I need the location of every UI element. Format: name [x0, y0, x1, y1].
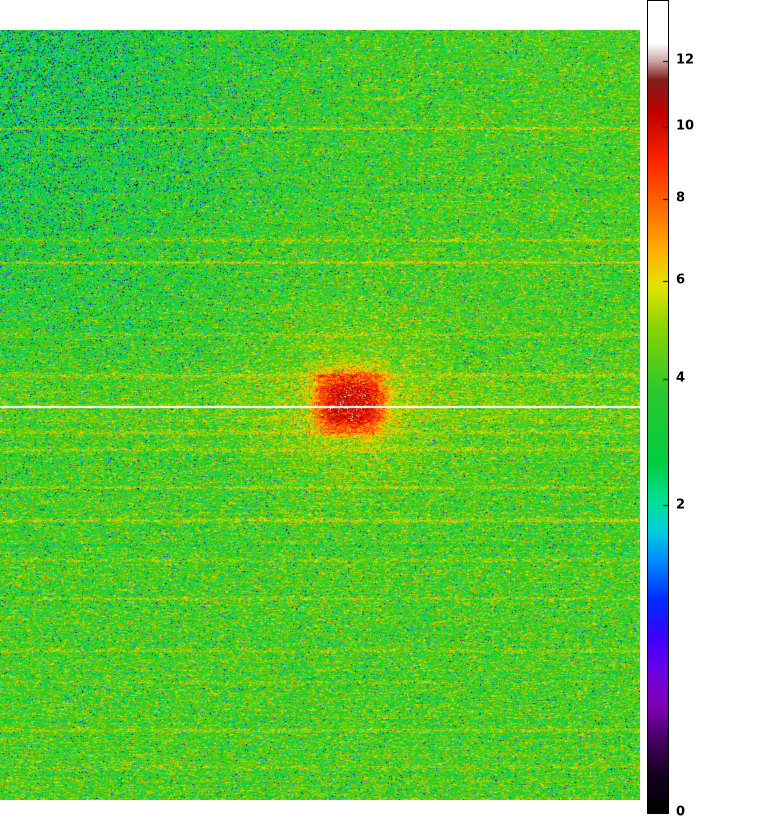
- colorbar-tick-label: 8: [676, 190, 686, 206]
- colorbar-gradient: [648, 1, 668, 813]
- colorbar-tick-label: 0: [676, 804, 686, 820]
- colorbar-tick-label: 10: [676, 118, 695, 134]
- colorbar-tick-label: 12: [676, 52, 695, 68]
- colorbar-tick-label: 6: [676, 272, 686, 288]
- heatmap-canvas: [0, 30, 640, 800]
- colorbar-tick-label: 4: [676, 370, 686, 386]
- colorbar-tick-label: 2: [676, 497, 686, 513]
- colorbar: [647, 0, 669, 814]
